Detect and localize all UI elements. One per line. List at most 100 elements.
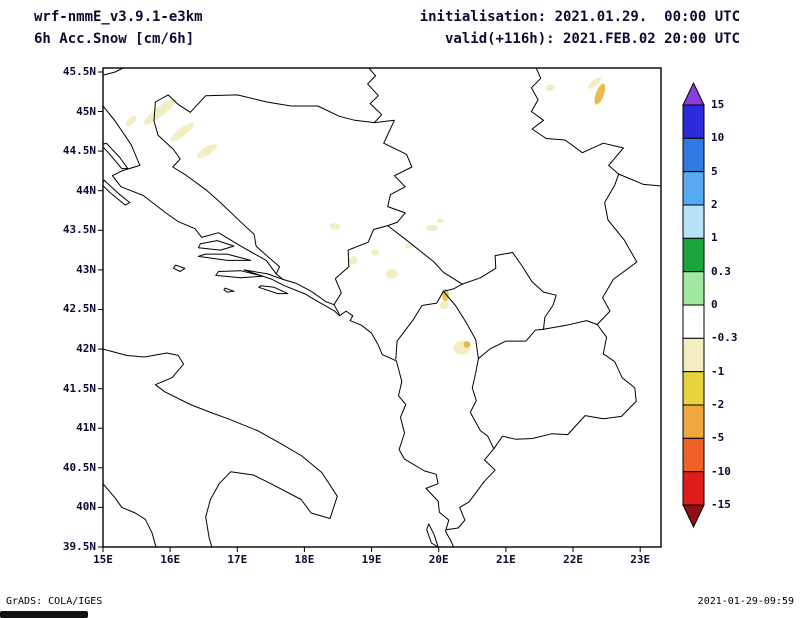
coastline-borders-layer [103, 68, 661, 547]
y-axis-label: 44.5N [62, 144, 96, 158]
snow-patches-layer [125, 77, 606, 355]
map-outline-mne-alb-border [395, 290, 444, 360]
y-axis-label: 41N [76, 421, 96, 435]
snow-patch [425, 224, 439, 232]
colorbar-band [682, 337, 705, 373]
map-outline-brac-island [197, 240, 235, 251]
x-axis-label: 22E [563, 553, 583, 566]
colorbar-band [682, 471, 705, 506]
colorbar-label: -0.3 [711, 331, 738, 345]
y-axis-label: 42.5N [62, 302, 96, 316]
map-outline-cro-bih-border [153, 94, 375, 275]
x-axis-label: 21E [495, 553, 516, 566]
map-outline-kos-mkd-border [477, 328, 544, 360]
colorbar-band [682, 137, 705, 173]
map-outline-korcula-island [215, 270, 264, 279]
map-outline-corfu-island [426, 523, 439, 547]
y-axis-label: 43N [76, 262, 96, 276]
y-axis-label: 42N [76, 342, 96, 356]
snow-patch [329, 223, 341, 230]
y-axis-label: 41.5N [62, 381, 96, 395]
x-axis-label: 20E [428, 553, 449, 566]
map-outline-mne-kos-border [442, 283, 463, 292]
snow-patch [125, 115, 137, 127]
colorbar-top-triangle [682, 81, 705, 106]
colorbar-label: 10 [711, 131, 725, 145]
init-time-label: initialisation: 2021.01.29. 00:00 UTC [419, 9, 740, 25]
snow-patch [143, 98, 177, 125]
map-frame [102, 67, 662, 548]
snow-patch [405, 243, 412, 249]
colorbar-label: -5 [711, 431, 725, 445]
colorbar-band [682, 437, 705, 473]
map-outline-lastovo-island [223, 287, 235, 293]
y-axis-label: 43.5N [62, 223, 96, 237]
map-outline-italy-tyrrhenian-coast [103, 483, 157, 547]
map-outline-rou-bgr-border [618, 173, 661, 187]
model-title: wrf-nmmE_v3.9.1-e3km [34, 9, 203, 25]
colorbar-band [682, 171, 705, 206]
x-axis-label: 23E [630, 553, 651, 566]
colorbar-label: 1 [711, 231, 718, 245]
snow-patch [348, 256, 358, 265]
map-outline-kos-alb-border [442, 290, 479, 360]
map-outline-mkd-bgr-border [596, 324, 637, 402]
colorbar-label: 2 [711, 198, 718, 211]
snow-patch [385, 269, 398, 279]
colorbar-band [682, 404, 705, 439]
map-outline-kos-srb-border [461, 252, 557, 330]
map-outline-vis-island [173, 264, 186, 272]
map-outline-srb-mne-border [387, 225, 463, 285]
snow-patch [436, 218, 444, 224]
map-outline-srb-bgr-border [596, 173, 638, 325]
map-outline-italy-adriatic-coast [103, 348, 338, 547]
map-outline-adriatic-balkan-coast [103, 105, 454, 547]
x-axis-label: 19E [361, 553, 382, 566]
colorbar-label: -1 [711, 364, 725, 378]
map-outline-mkd-grc-border [493, 400, 637, 450]
colorbar-label: 15 [711, 98, 725, 111]
y-axis-label: 40N [76, 500, 96, 514]
y-axis-label: 45.5N [62, 64, 96, 78]
map-outline-srb-rou-border [530, 68, 624, 175]
map-outline-dugi-otok-island [103, 179, 131, 206]
colorbar-band [682, 271, 705, 306]
x-axis-label: 17E [227, 553, 248, 566]
snow-patch [594, 83, 606, 105]
variable-title: 6h Acc.Snow [cm/6h] [34, 31, 195, 47]
colorbar-bottom-triangle [682, 504, 705, 529]
colorbar-label: -10 [711, 464, 731, 478]
colorbar-band [682, 237, 705, 273]
colorbar-layer [682, 81, 705, 529]
y-axis-label: 44N [76, 183, 96, 197]
snow-patch [170, 122, 195, 142]
map-outline-cro-bih-south-border [282, 278, 340, 315]
snow-patch [439, 301, 449, 310]
map-outline-hvar-island [197, 253, 252, 261]
y-axis-label: 45N [76, 104, 96, 118]
grads-credit: GrADS: COLA/IGES [6, 596, 103, 607]
colorbar-band [682, 104, 705, 139]
map-outline-alb-mkd-border [469, 358, 495, 450]
bottom-left-bar [0, 611, 88, 618]
map-outline-pag-island [103, 142, 129, 170]
colorbar-label: -15 [711, 498, 731, 511]
snow-patch [587, 77, 602, 89]
colorbar-label: -2 [711, 398, 725, 411]
snow-patch [545, 84, 555, 92]
colorbar-band [682, 304, 705, 339]
map-outline-slo-cro-border [103, 68, 124, 76]
snow-patch [197, 144, 217, 159]
snow-patch [463, 341, 471, 348]
snow-patch [370, 249, 379, 256]
colorbar-band [682, 204, 705, 239]
map-outline-cro-srb-border [367, 68, 383, 124]
x-axis-label: 15E [93, 553, 113, 566]
y-axis-label: 39.5N [62, 540, 96, 553]
render-timestamp: 2021-01-29-09:59 [697, 596, 794, 607]
x-axis-label: 18E [294, 553, 315, 566]
map-outline-mljet-island [258, 285, 289, 295]
y-axis-label: 40.5N [62, 460, 96, 474]
